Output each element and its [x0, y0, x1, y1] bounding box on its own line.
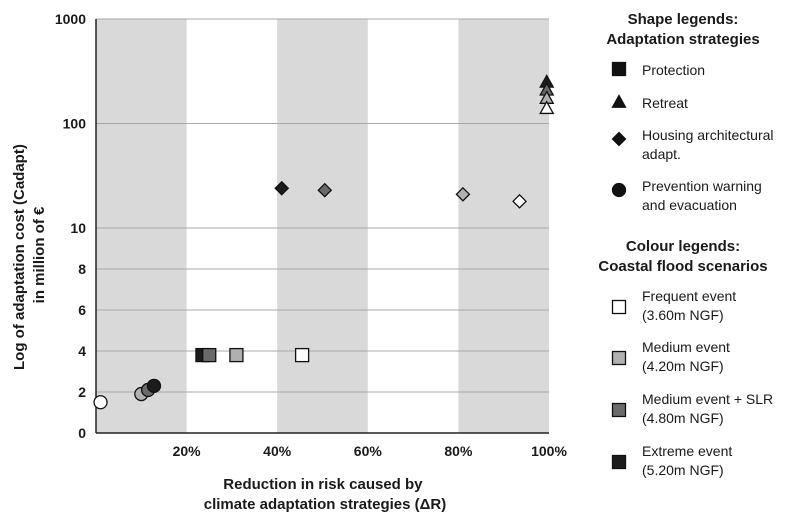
legend-colour-swatch [611, 454, 627, 470]
legend-colour-swatch [611, 350, 627, 366]
colour-legend-label-line: (4.20m NGF) [642, 358, 724, 374]
x-tick-label: 60% [354, 443, 383, 459]
x-axis-title-line-2: climate adaptation strategies (ΔR) [204, 496, 447, 513]
legend-colour-swatch [611, 402, 627, 418]
y-tick-labels: 0 2 4 6 8 10 100 1000 [55, 11, 86, 441]
colour-legend-label: Frequent event (3.60m NGF) [642, 288, 736, 323]
x-axis-title: Reduction in risk caused by climate adap… [204, 476, 447, 513]
shape-legend-label: Retreat [642, 95, 688, 111]
axes [95, 19, 549, 434]
shape-legend-title-line: Adaptation strategies [606, 31, 759, 48]
legend-diamond-icon [611, 131, 627, 147]
x-tick-label: 80% [444, 443, 473, 459]
legend-square-icon [611, 61, 627, 77]
colour-legend-label-line: (3.60m NGF) [642, 307, 724, 323]
colour-legend-label: Medium event (4.20m NGF) [642, 339, 730, 374]
point-diamond [274, 180, 290, 196]
legend-circle-icon [611, 182, 627, 198]
point-circle [93, 395, 108, 410]
legend-triangle-icon [611, 94, 627, 108]
legend-colour-swatch [611, 299, 627, 315]
colour-legend-title: Colour legends: Coastal flood scenarios [598, 238, 767, 275]
shape-legend-label-line: adapt. [642, 146, 681, 162]
point-diamond [512, 193, 527, 209]
y-axis-title-line-1: Log of adaptation cost (Cadapt) [11, 144, 28, 370]
colour-legend-title-line: Coastal flood scenarios [598, 258, 767, 275]
y-tick-label: 8 [78, 261, 86, 277]
shape-legend-title-line: Shape legends: [628, 11, 739, 28]
y-tick-label: 0 [78, 425, 86, 441]
shape-legend-label-line: and evacuation [642, 197, 737, 213]
colour-legend-title-line: Colour legends: [626, 238, 740, 255]
colour-legend-label-line: (4.80m NGF) [642, 410, 724, 426]
point-diamond [455, 186, 471, 202]
gridlines [96, 18, 549, 393]
point-circle [146, 378, 162, 394]
shape-legend-label: Prevention warning and evacuation [642, 178, 762, 213]
shape-legend-label-line: Protection [642, 62, 705, 78]
point-square [229, 347, 244, 363]
point-diamond [317, 182, 333, 198]
x-tick-label: 100% [531, 443, 567, 459]
y-tick-label: 10 [70, 220, 86, 236]
shape-legend-label-line: Housing architectural [642, 127, 774, 143]
legend: Shape legends: Adaptation strategies Prote… [598, 11, 773, 478]
y-tick-label: 6 [78, 302, 86, 318]
x-axis-title-line-1: Reduction in risk caused by [223, 476, 423, 493]
point-square [202, 347, 217, 363]
x-tick-labels: 20% 40% 60% 80% 100% [173, 443, 568, 459]
x-tick-label: 20% [173, 443, 202, 459]
shape-legend-title: Shape legends: Adaptation strategies [606, 11, 759, 48]
colour-legend-label-line: Frequent event [642, 288, 736, 304]
y-tick-label: 1000 [55, 11, 86, 27]
y-tick-label: 2 [78, 384, 86, 400]
colour-legend-label-line: (5.20m NGF) [642, 462, 724, 478]
shape-legend-label-line: Retreat [642, 95, 688, 111]
data-points [93, 74, 555, 410]
point-square [294, 347, 310, 363]
x-tick-label: 40% [263, 443, 292, 459]
shaded-band [96, 19, 187, 433]
y-tick-label: 4 [78, 343, 86, 359]
point-triangle [539, 100, 555, 115]
shaded-band [458, 19, 549, 433]
colour-legend-label-line: Medium event [642, 339, 730, 355]
y-tick-label: 100 [63, 116, 87, 132]
shaded-bands [96, 19, 549, 433]
y-axis-title: Log of adaptation cost (Cadapt) in milli… [11, 140, 48, 370]
colour-legend-label-line: Extreme event [642, 443, 732, 459]
colour-legend-label: Medium event + SLR (4.80m NGF) [642, 391, 773, 426]
shape-legend-label: Housing architectural adapt. [642, 127, 774, 162]
y-axis-title-line-2: in million of € [31, 206, 48, 303]
shape-legend-label: Protection [642, 62, 705, 78]
shaded-band [277, 19, 368, 433]
shape-legend-label-line: Prevention warning [642, 178, 762, 194]
colour-legend-label-line: Medium event + SLR [642, 391, 773, 407]
colour-legend-label: Extreme event (5.20m NGF) [642, 443, 732, 478]
